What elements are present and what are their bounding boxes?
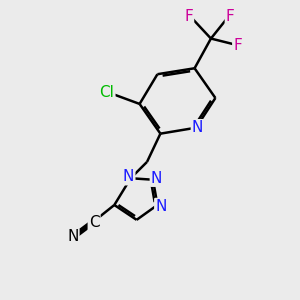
- Text: N: N: [192, 120, 203, 135]
- Text: C: C: [89, 215, 99, 230]
- Text: F: F: [184, 9, 193, 24]
- Text: N: N: [123, 169, 134, 184]
- Text: N: N: [151, 171, 162, 186]
- Text: Cl: Cl: [100, 85, 114, 100]
- Text: N: N: [67, 229, 78, 244]
- Text: N: N: [155, 199, 167, 214]
- Text: F: F: [233, 38, 242, 53]
- Text: F: F: [226, 9, 235, 24]
